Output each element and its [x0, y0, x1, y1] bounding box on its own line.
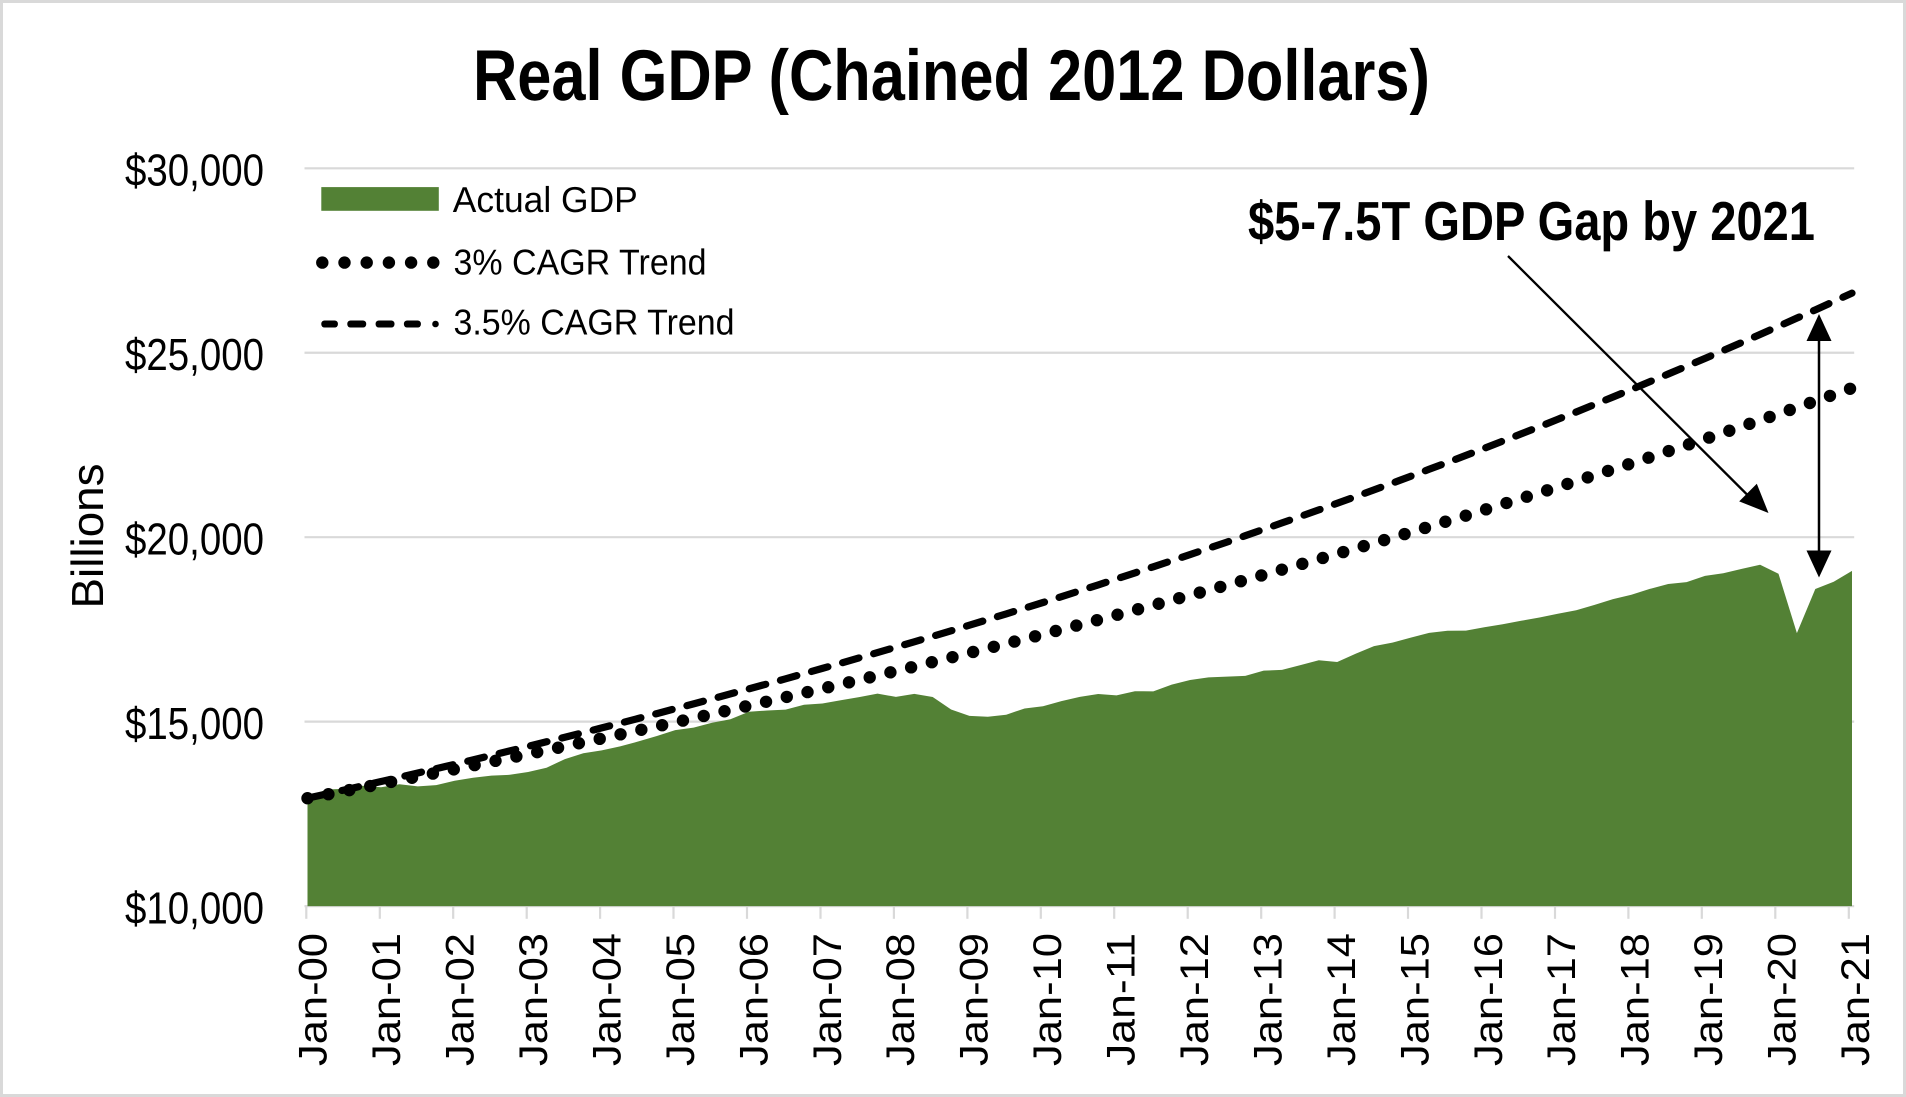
svg-text:Jan-00: Jan-00: [292, 933, 336, 1066]
svg-text:Jan-21: Jan-21: [1834, 933, 1878, 1066]
svg-text:Jan-03: Jan-03: [512, 933, 556, 1066]
svg-text:Jan-20: Jan-20: [1761, 933, 1805, 1066]
svg-text:Jan-12: Jan-12: [1173, 933, 1217, 1066]
svg-text:Jan-10: Jan-10: [1026, 933, 1070, 1066]
svg-text:Jan-18: Jan-18: [1614, 933, 1658, 1066]
svg-text:Jan-08: Jan-08: [879, 933, 923, 1066]
svg-text:$20,000: $20,000: [125, 513, 264, 564]
svg-text:Jan-02: Jan-02: [439, 933, 483, 1066]
svg-text:Billions: Billions: [62, 464, 113, 609]
svg-text:Jan-19: Jan-19: [1687, 933, 1731, 1066]
svg-text:Jan-15: Jan-15: [1393, 933, 1437, 1066]
svg-text:Jan-06: Jan-06: [732, 933, 776, 1066]
svg-text:$25,000: $25,000: [125, 329, 264, 380]
svg-text:$5-7.5T GDP Gap by 2021: $5-7.5T GDP Gap by 2021: [1248, 190, 1815, 252]
svg-text:Jan-04: Jan-04: [585, 933, 629, 1066]
svg-text:Jan-11: Jan-11: [1100, 933, 1144, 1066]
svg-text:$15,000: $15,000: [125, 698, 264, 749]
svg-text:Jan-01: Jan-01: [365, 933, 409, 1066]
svg-text:3.5% CAGR Trend: 3.5% CAGR Trend: [454, 302, 735, 343]
svg-text:$30,000: $30,000: [125, 145, 264, 196]
svg-text:Jan-17: Jan-17: [1540, 933, 1584, 1066]
svg-text:Jan-05: Jan-05: [659, 933, 703, 1066]
svg-text:Jan-07: Jan-07: [806, 933, 850, 1066]
svg-text:$10,000: $10,000: [125, 882, 264, 933]
svg-text:Real GDP (Chained 2012 Dollars: Real GDP (Chained 2012 Dollars): [473, 36, 1430, 116]
svg-text:Actual GDP: Actual GDP: [453, 179, 638, 220]
svg-text:3% CAGR Trend: 3% CAGR Trend: [454, 241, 707, 282]
svg-text:Jan-14: Jan-14: [1320, 933, 1364, 1066]
svg-text:Jan-09: Jan-09: [953, 933, 997, 1066]
svg-text:Jan-16: Jan-16: [1467, 933, 1511, 1066]
svg-text:Jan-13: Jan-13: [1247, 933, 1291, 1066]
